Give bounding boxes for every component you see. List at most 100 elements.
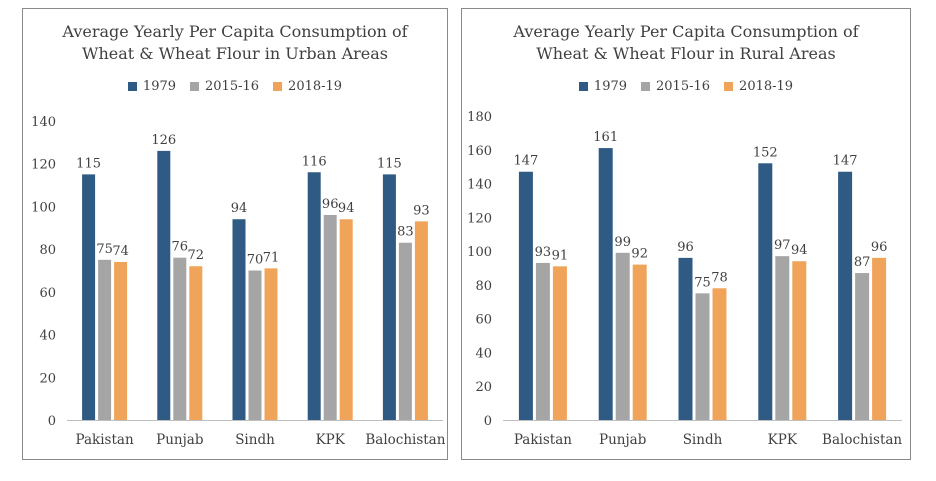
legend-swatch-2015-16	[190, 82, 200, 91]
legend-label-2015-16: 2015-16	[656, 79, 711, 94]
legend-label-1979: 1979	[142, 79, 177, 94]
bar-balochistan-1979	[838, 171, 853, 420]
data-label-pakistan-1979: 115	[76, 156, 101, 171]
legend-swatch-1979	[578, 82, 588, 91]
legend-item-2018-19: 2018-19	[273, 79, 342, 94]
x-category-label-kpk: KPK	[316, 432, 346, 448]
data-label-pakistan-2018-19: 74	[112, 244, 129, 259]
data-label-sindh-2015-16: 75	[694, 275, 711, 290]
x-category-label-punjab: Punjab	[599, 432, 646, 448]
x-category-label-balochistan: Balochistan	[822, 432, 902, 448]
data-label-kpk-2018-19: 94	[338, 201, 355, 216]
legend-label-1979: 1979	[593, 79, 628, 94]
urban-chart-title-line-1: Average Yearly Per Capita Consumption of	[62, 22, 408, 41]
urban-chart-panel: Average Yearly Per Capita Consumption of…	[22, 8, 448, 460]
legend-item-2015-16: 2015-16	[641, 79, 710, 94]
bar-punjab-2018-19	[632, 264, 647, 420]
legend-label-2018-19: 2018-19	[288, 79, 343, 94]
urban-bar-chart: 0 20 40 60 80 100 120 140 115 75 74 Pakistan 126 7672…	[31, 115, 446, 448]
bar-punjab-1979	[598, 148, 613, 421]
legend-item-1979: 1979	[127, 79, 177, 94]
rural-bar-chart: 0 20 40 60 80 100 120 140 160 180 147 93 91 Pakistan 1…	[467, 110, 902, 448]
bar-balochistan-2015-16	[855, 273, 870, 420]
bar-pakistan-2015-16	[98, 259, 112, 420]
data-label-pakistan-2018-19: 91	[552, 248, 569, 263]
y-tick-label: 0	[48, 414, 56, 429]
rural-chart-title-line-1: Average Yearly Per Capita Consumption of	[513, 22, 859, 41]
bar-punjab-2018-19	[189, 266, 203, 420]
y-tick-label: 180	[467, 110, 492, 125]
bar-punjab-1979	[157, 150, 171, 420]
data-label-sindh-1979: 96	[677, 240, 694, 255]
bar-sindh-2018-19	[264, 268, 278, 420]
y-tick-label: 20	[39, 371, 56, 386]
data-label-punjab-1979: 126	[151, 133, 176, 148]
bar-balochistan-2018-19	[872, 257, 887, 420]
bar-pakistan-1979	[518, 171, 533, 420]
data-label-pakistan-1979: 147	[513, 154, 538, 169]
data-label-kpk-2015-16: 97	[774, 238, 791, 253]
y-tick-label: 20	[475, 380, 492, 395]
data-label-kpk-2015-16: 96	[322, 197, 339, 212]
data-label-punjab-2015-16: 76	[172, 240, 189, 255]
data-label-kpk-1979: 116	[302, 154, 327, 169]
x-category-label-pakistan: Pakistan	[514, 432, 572, 448]
bar-punjab-2015-16	[173, 257, 187, 420]
bar-kpk-2015-16	[775, 256, 790, 420]
bar-sindh-2018-19	[712, 288, 727, 420]
bar-pakistan-2018-19	[114, 261, 128, 420]
urban-chart-legend: 1979 2015-16 2018-19	[23, 79, 447, 94]
data-label-kpk-2018-19: 94	[791, 243, 808, 258]
bar-pakistan-2018-19	[552, 266, 567, 420]
data-label-sindh-2018-19: 71	[263, 250, 280, 265]
data-label-kpk-1979: 152	[753, 145, 778, 160]
data-label-balochistan-2015-16: 87	[854, 255, 871, 270]
data-label-balochistan-2015-16: 83	[397, 225, 414, 240]
y-tick-label: 160	[467, 144, 492, 159]
x-category-label-balochistan: Balochistan	[365, 432, 445, 448]
bar-punjab-2015-16	[615, 252, 630, 420]
y-tick-label: 100	[467, 245, 492, 260]
data-label-punjab-1979: 161	[593, 130, 618, 145]
legend-item-2018-19: 2018-19	[724, 79, 793, 94]
y-tick-label: 60	[475, 313, 492, 328]
rural-chart-panel: Average Yearly Per Capita Consumption of…	[461, 8, 911, 460]
y-tick-label: 140	[467, 178, 492, 193]
x-category-label-sindh: Sindh	[235, 432, 275, 448]
data-label-balochistan-2018-19: 93	[413, 203, 430, 218]
y-tick-label: 80	[39, 243, 56, 258]
bar-kpk-1979	[307, 172, 321, 420]
legend-swatch-2018-19	[724, 82, 734, 91]
y-tick-label: 120	[31, 158, 56, 173]
bar-kpk-2018-19	[339, 219, 353, 420]
bar-pakistan-1979	[82, 174, 96, 420]
x-category-label-kpk: KPK	[768, 432, 798, 448]
legend-item-1979: 1979	[578, 79, 628, 94]
y-tick-label: 40	[39, 329, 56, 344]
legend-swatch-2015-16	[641, 82, 651, 91]
legend-swatch-1979	[127, 82, 137, 91]
urban-chart-title-line-2: Wheat & Wheat Flour in Urban Areas	[82, 44, 388, 63]
x-category-label-punjab: Punjab	[156, 432, 203, 448]
bar-sindh-1979	[232, 219, 246, 420]
bar-pakistan-2015-16	[535, 262, 550, 420]
x-category-label-pakistan: Pakistan	[76, 432, 134, 448]
data-label-pakistan-2015-16: 75	[96, 242, 113, 257]
legend-swatch-2018-19	[273, 82, 283, 91]
legend-item-2015-16: 2015-16	[190, 79, 259, 94]
data-label-balochistan-1979: 147	[833, 154, 858, 169]
data-label-punjab-2018-19: 72	[188, 248, 205, 263]
rural-chart-title-line-2: Wheat & Wheat Flour in Rural Areas	[536, 44, 836, 63]
bar-balochistan-2018-19	[414, 221, 428, 420]
y-tick-label: 40	[475, 346, 492, 361]
x-category-label-sindh: Sindh	[683, 432, 723, 448]
y-tick-label: 120	[467, 211, 492, 226]
data-label-balochistan-1979: 115	[377, 156, 402, 171]
bar-kpk-1979	[758, 163, 773, 421]
bar-sindh-1979	[678, 257, 693, 420]
y-tick-label: 80	[475, 279, 492, 294]
legend-label-2015-16: 2015-16	[205, 79, 260, 94]
data-label-balochistan-2018-19: 96	[871, 240, 888, 255]
y-tick-label: 0	[484, 414, 492, 429]
bar-balochistan-2015-16	[398, 242, 412, 420]
